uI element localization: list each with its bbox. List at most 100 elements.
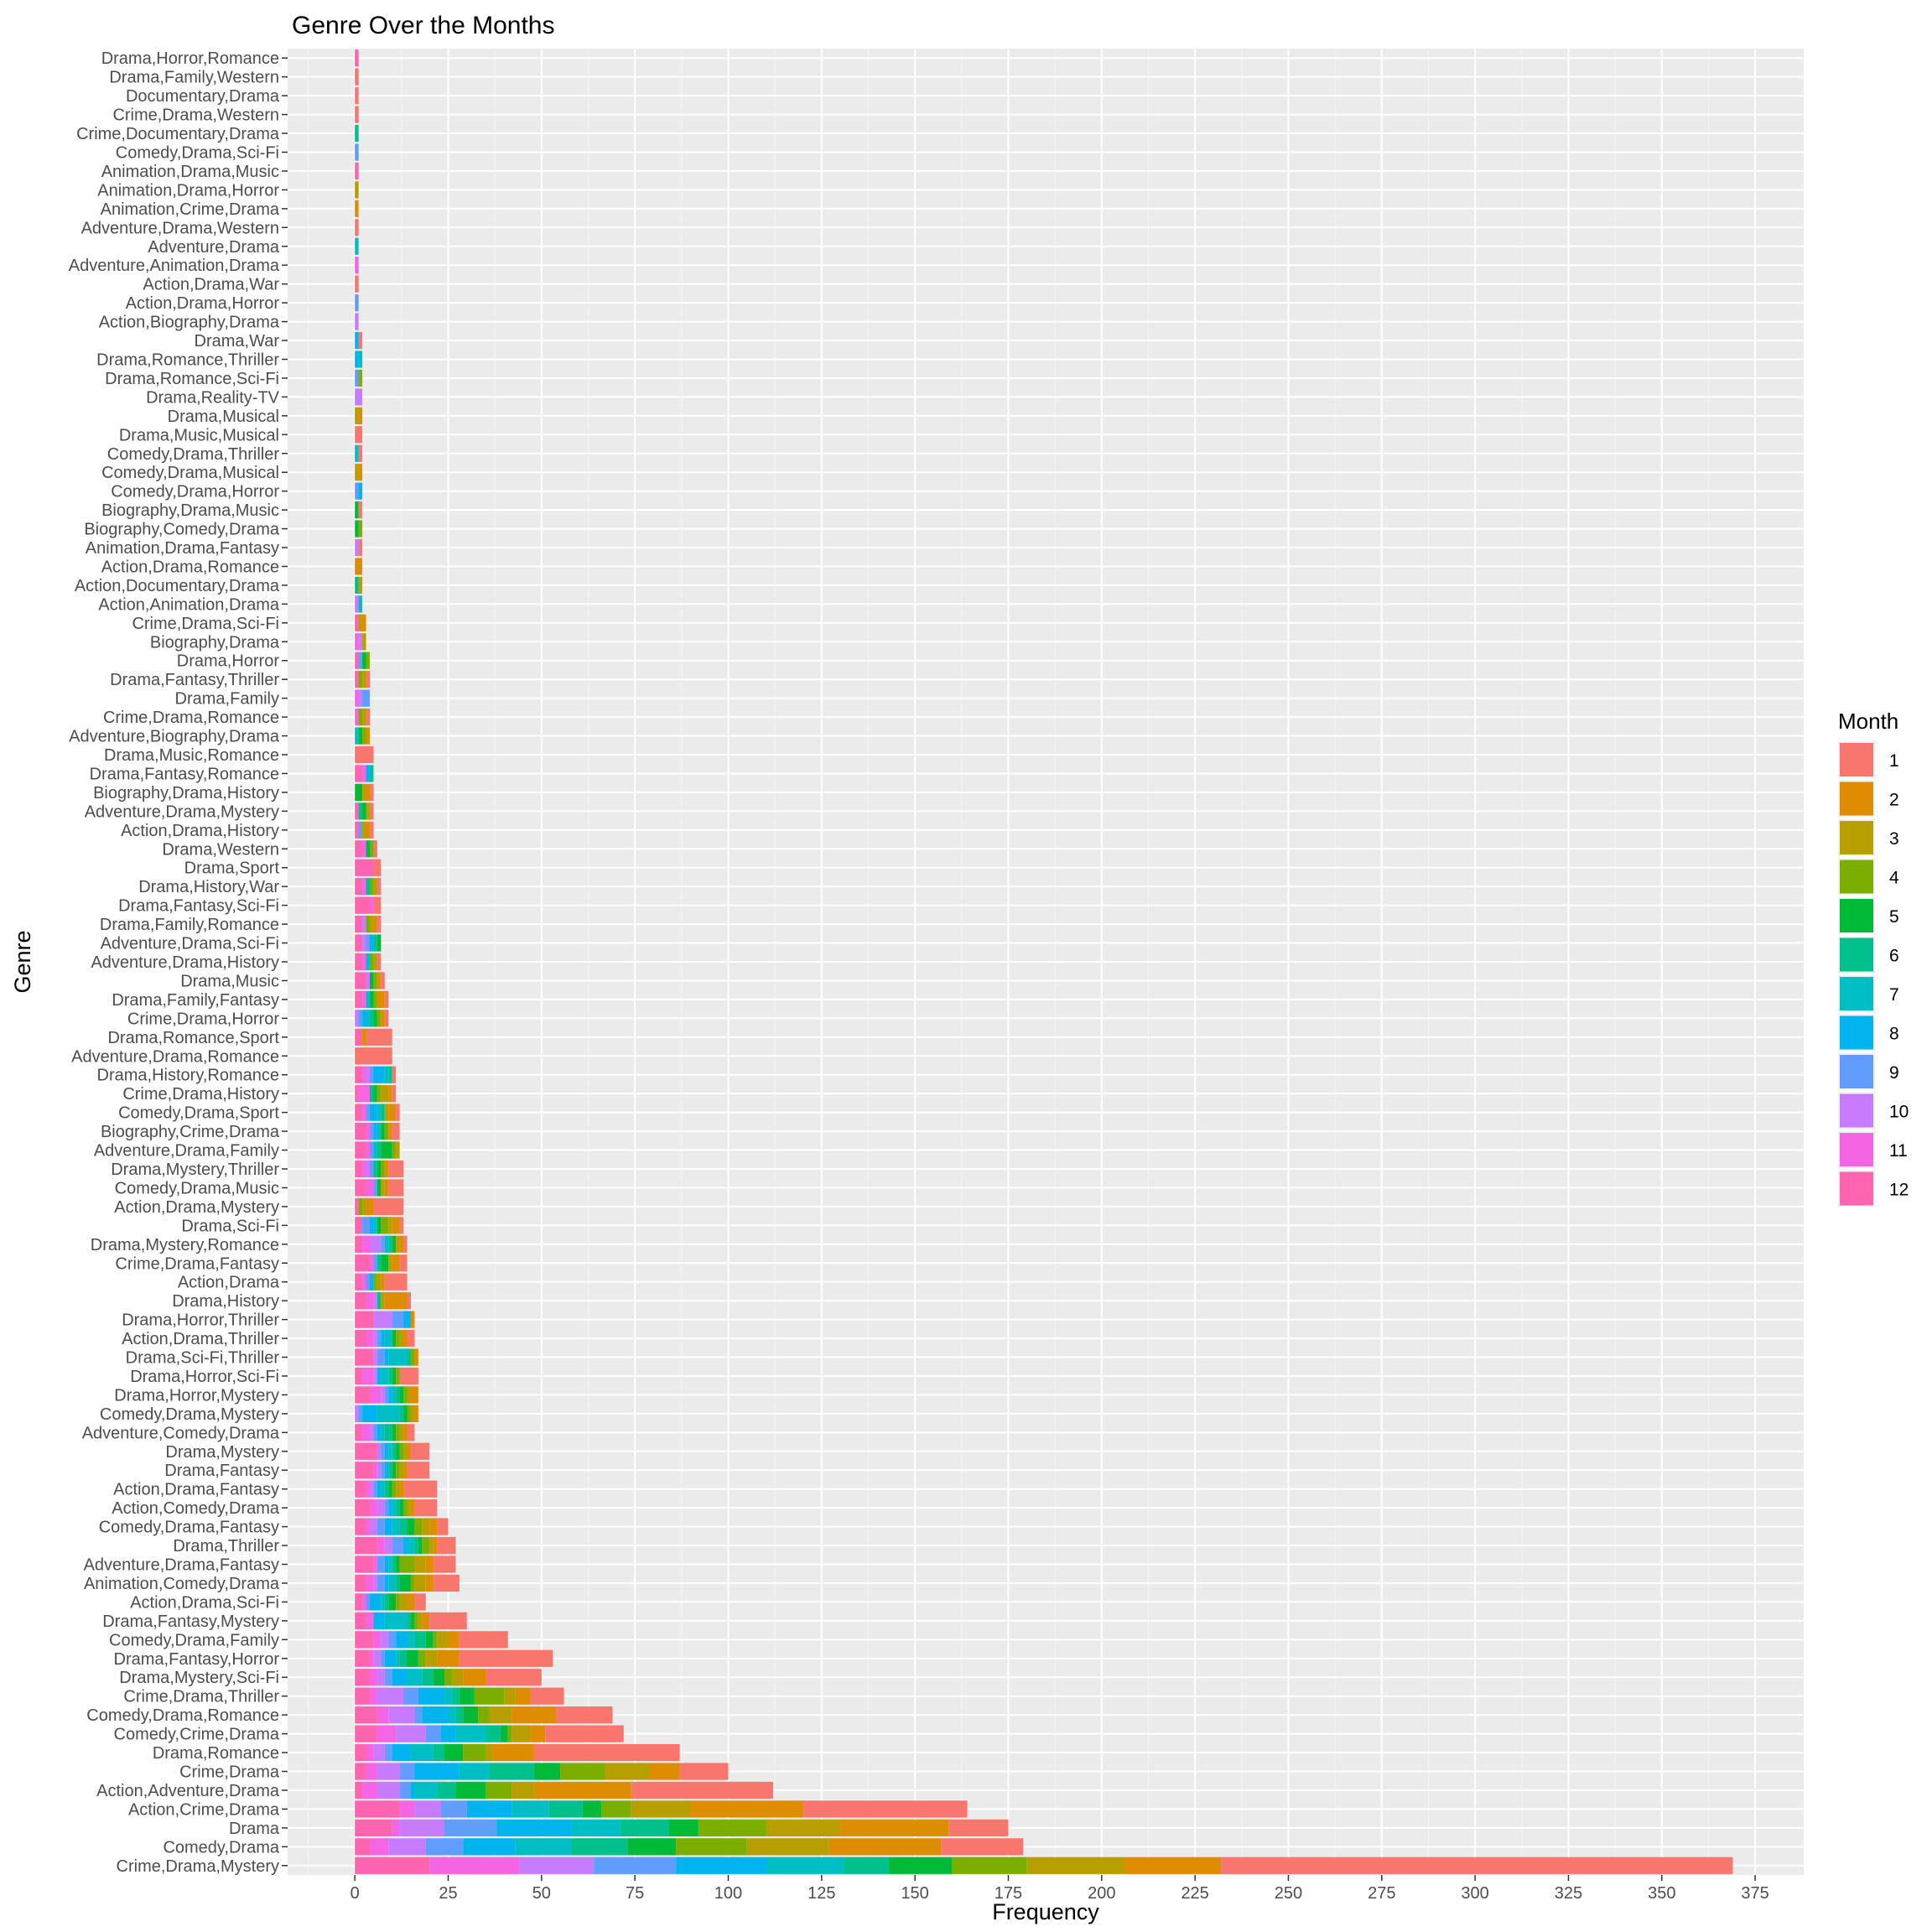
bar-segment xyxy=(366,1104,370,1121)
y-tick-label: Action,Biography,Drama xyxy=(99,314,280,332)
y-tick-label: Crime,Drama,Horror xyxy=(127,1010,279,1028)
legend-label: 5 xyxy=(1889,907,1899,927)
bar-segment xyxy=(399,1329,404,1348)
bar-segment xyxy=(425,1631,434,1649)
bar-segment xyxy=(410,1386,418,1404)
bar-segment xyxy=(369,972,374,989)
bar-segment xyxy=(373,1367,377,1385)
bar-segment xyxy=(384,1743,392,1762)
bar-segment xyxy=(433,1631,438,1649)
bar-segment xyxy=(377,1160,382,1178)
x-tick-labels: 0 25 50 75 100 125 150 175 200 225 250 275 300 325 350… xyxy=(351,1875,1769,1903)
bar-segment xyxy=(489,1763,534,1780)
bar-segment xyxy=(355,106,359,123)
bar-segment xyxy=(381,1593,385,1611)
y-tick-label: Drama,Sci-Fi,Thriller xyxy=(126,1349,280,1368)
bar-segment xyxy=(631,1800,691,1818)
bar-segment xyxy=(414,1536,418,1555)
y-tick-label: Animation,Drama,Horror xyxy=(97,181,279,200)
bar-segment xyxy=(366,972,370,989)
bar-segment xyxy=(373,1574,377,1592)
y-tick-label: Drama,Reality-TV xyxy=(146,388,280,407)
bar-segment xyxy=(396,1462,400,1479)
x-tick-label: 300 xyxy=(1461,1884,1488,1903)
bar-segment xyxy=(381,1273,385,1291)
bar-segment xyxy=(766,1857,844,1874)
bar-segment xyxy=(355,1235,363,1253)
bar-segment xyxy=(396,1367,400,1385)
bar-segment xyxy=(373,1160,377,1178)
bar-segment xyxy=(366,840,370,858)
bar-segment xyxy=(407,1292,411,1310)
bar-segment xyxy=(366,1197,374,1216)
y-tick-label: Action,Drama,Thriller xyxy=(122,1330,279,1348)
bar-segment xyxy=(399,1462,404,1479)
bar-segment xyxy=(384,1649,397,1667)
y-tick-label: Biography,Crime,Drama xyxy=(101,1123,280,1141)
bar-segment xyxy=(399,1367,418,1385)
bar-segment xyxy=(362,802,366,820)
x-tick-label: 350 xyxy=(1648,1884,1675,1903)
bar-segment xyxy=(355,275,359,293)
y-tick-label: Crime,Drama,Mystery xyxy=(117,1857,279,1876)
bar-segment xyxy=(410,1499,415,1517)
bar-segment xyxy=(366,1066,370,1083)
bar-segment xyxy=(355,972,366,989)
bar-segment xyxy=(355,934,363,952)
bar-segment xyxy=(433,1536,438,1555)
bar-segment xyxy=(358,444,363,462)
bar-segment xyxy=(388,1066,392,1083)
bar-segment xyxy=(381,1329,385,1348)
bar-segment xyxy=(512,1781,534,1800)
bar-segment xyxy=(429,1612,467,1629)
bar-segment xyxy=(403,1462,408,1479)
bar-segment xyxy=(377,1179,382,1197)
bar-segment xyxy=(369,1010,374,1027)
bar-segment xyxy=(358,331,363,350)
bar-segment xyxy=(1221,1857,1733,1874)
bar-segment xyxy=(355,1405,359,1422)
y-tick-label: Adventure,Biography,Drama xyxy=(69,728,280,746)
chart-title: Genre Over the Months xyxy=(292,12,554,39)
bar-segment xyxy=(369,1273,374,1291)
bar-segment xyxy=(377,1104,382,1121)
bar-segment xyxy=(840,1819,949,1836)
bar-segment xyxy=(355,331,359,350)
bar-segment xyxy=(369,1254,374,1272)
x-axis-title: Frequency xyxy=(992,1899,1099,1924)
y-tick-label: Comedy,Drama,Mystery xyxy=(100,1405,279,1424)
bar-segment xyxy=(560,1763,605,1780)
legend-swatch xyxy=(1840,1015,1873,1050)
x-tick-label: 325 xyxy=(1555,1884,1582,1903)
bar-segment xyxy=(844,1857,889,1874)
bar-segment xyxy=(381,1254,389,1272)
bar-segment xyxy=(407,1424,415,1441)
bar-segment xyxy=(377,934,382,952)
bar-segment xyxy=(377,1518,385,1535)
bar-segment xyxy=(362,1160,366,1178)
bar-segment xyxy=(366,765,370,782)
bar-segment xyxy=(355,237,359,255)
bar-segment xyxy=(373,896,382,914)
bar-segment xyxy=(384,1499,389,1517)
bar-segment xyxy=(384,1122,389,1140)
bar-segment xyxy=(396,1329,400,1348)
bar-segment xyxy=(355,614,359,631)
bar-segment xyxy=(377,1122,382,1140)
bar-segment xyxy=(373,1424,377,1441)
bar-segment xyxy=(358,633,363,651)
bar-segment xyxy=(388,1838,426,1856)
bar-segment xyxy=(392,1424,397,1441)
y-tick-label: Adventure,Drama xyxy=(148,238,280,257)
bar-segment xyxy=(407,1329,415,1348)
bar-segment xyxy=(377,1367,382,1385)
bar-segment xyxy=(358,538,363,557)
bar-segment xyxy=(463,1743,486,1762)
bar-segment xyxy=(355,1179,366,1197)
legend-label: 7 xyxy=(1889,985,1899,1005)
bar-segment xyxy=(369,1669,377,1686)
legend-swatch xyxy=(1840,977,1873,1010)
bar-segment xyxy=(399,1781,411,1800)
legend-label: 9 xyxy=(1889,1063,1899,1083)
bar-segment xyxy=(355,1292,366,1310)
